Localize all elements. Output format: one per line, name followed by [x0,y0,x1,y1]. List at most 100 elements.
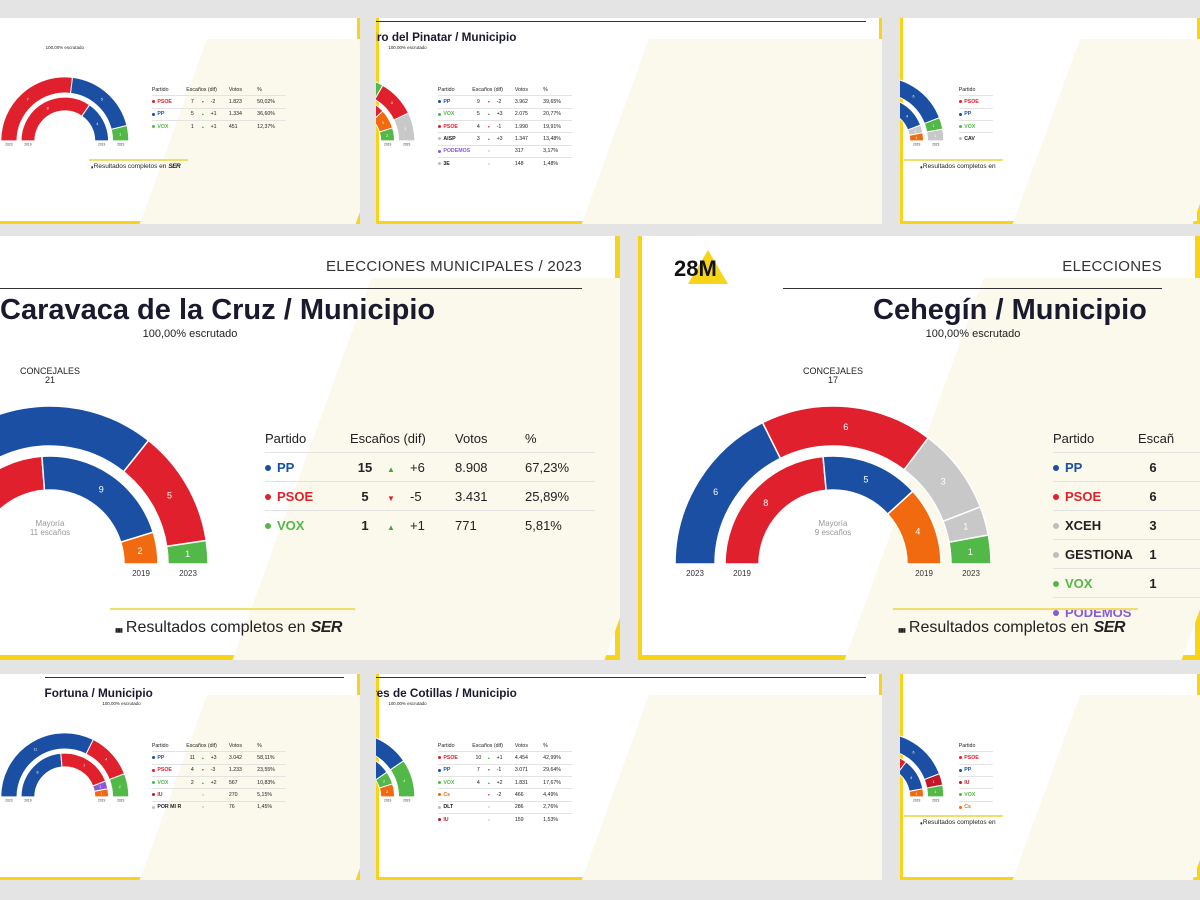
column-header-3: % [257,86,262,93]
seat-diff: -2 [210,99,216,106]
seats-value: 3 [476,136,480,143]
column-header-1: Escañ [1138,430,1175,446]
column-header-3: % [543,86,548,93]
seats-value: 9 [476,99,480,106]
votes-cell: 1.990 [514,120,544,133]
header-rule [376,21,866,22]
year-label-2019-right: 2019 [913,143,920,147]
table-header-row: Partido Escaños (dif) Votos% [438,740,572,752]
votes-cell: 8.908 [455,452,525,482]
majority-seats: 9 escaños [815,528,851,537]
party-name: PP [157,755,165,762]
seat-diff: +3 [496,136,503,143]
seat-diff-cell: +1 [496,751,515,765]
votes-value: 76 [228,804,235,811]
seats-cell: = [472,800,497,814]
up-arrow-icon: ▲ [387,522,395,532]
percent-cell: 10,83% [257,776,286,789]
votes-cell: 1.334 [228,107,258,121]
party-name: PSOE [1065,488,1102,504]
percent-value: 50,02% [257,99,275,106]
equal-icon: = [201,805,204,810]
party-dot [151,805,155,809]
seats-value: 5 [361,488,369,504]
party-row: PSOE 4 ▼ -3 1.233 23,55% [151,763,286,777]
seat-diff: +1 [496,755,503,762]
party-name: Cs [964,804,971,811]
seats-2023-seat-label: 1 [968,547,973,557]
councillors-total: 21 [45,375,55,385]
party-cell: VOX [151,120,187,133]
full-results-link[interactable]: ▮▮▮ Resultados completos en SER [115,619,342,637]
votes-cell: 148 [514,157,544,170]
votes-value: 317 [514,148,524,155]
column-header-0: Partido [958,742,976,749]
full-results-link[interactable]: ▮▮▮ Resultados completos en [920,819,995,826]
party-dot [958,124,962,128]
column-header-2: Votos [514,742,528,749]
majority-seats: 11 escaños [30,528,70,537]
party-dot [437,112,441,116]
party-dot [437,817,441,821]
percent-value: 2,76% [543,804,559,811]
year-label-2019-right: 2019 [98,799,105,803]
seats-cell: 4 ▲ [472,776,497,789]
year-label-2023-left: 2023 [5,799,12,803]
votes-cell: 3.431 [455,481,525,511]
seats-2019-segment-otros [119,531,159,565]
down-arrow-icon: ▼ [201,100,205,105]
percent-value: 20,77% [543,111,561,118]
percent-value: 4,49% [543,792,559,799]
seats-cell: 5 ▲ [472,107,497,121]
column-header-1: Escaños (dif) [472,86,503,93]
party-name: PP [443,767,451,774]
year-label-2023-right: 2023 [932,143,939,147]
up-arrow-icon: ▲ [387,464,395,474]
seats-cell: 3 [1138,510,1200,540]
hemicycle-chart: 7 5 1 9 4 2023 2019 2019 2023 [0,76,130,147]
full-results-link[interactable]: ▮▮▮ Resultados completos en SER [898,619,1125,637]
seats-2019-segment-cs [378,783,396,798]
percent-cell: 39,65% [543,95,572,109]
accent-bar-left [638,236,642,660]
party-cell: PSOE [151,763,187,777]
percent-value: 67,23% [525,459,570,475]
party-row: VOX 1 ▲ +1 771 5,81% [265,510,595,539]
party-name: VOX [443,779,455,786]
seats-2019-seat-label: 1 [915,136,917,140]
votes-value: 270 [228,792,238,799]
seats-2023-seat-label: 3 [941,476,946,486]
result-card-c5: ELECCIONES 28M Cehegín / Municipio 100,00% … [638,236,1200,660]
year-label-2023-right: 2023 [179,569,197,578]
party-dot [1053,494,1059,501]
percent-cell: 36,60% [257,107,286,121]
votes-cell: 466 [514,788,544,802]
party-row: PP 15 ▲ +6 8.908 67,23% [265,452,595,482]
seat-diff: +2 [210,779,217,786]
seat-diff-cell: -5 [410,481,455,511]
party-name: POR MI R [157,804,182,811]
seats-value: 4 [190,767,194,774]
year-label-2019-right: 2019 [913,799,920,803]
seats-cell: 1 [1138,568,1200,598]
party-name: AISP [443,136,456,143]
party-row: AISP 3 ▲ +3 1.347 13,48% [437,132,572,146]
percent-value: 5,81% [525,517,562,533]
column-header-3: % [257,742,262,749]
hemicycle-chart: 9611114112023201920192023Mayoría9 escaño… [900,79,945,147]
full-results-link[interactable]: ▮▮▮ Resultados completos en SER [91,163,181,171]
seats-value: 6 [1149,488,1157,504]
year-label-2023-right: 2023 [117,799,124,803]
party-row: PODEMOS = 317 3,17% [437,144,572,158]
party-row: IU = 270 5,15% [151,788,286,802]
full-results-text: Resultados completos en [93,163,167,171]
down-arrow-icon: ▼ [487,100,491,105]
scrutiny-subtitle: 100,00% escrutado [925,328,1021,340]
footer-rule [904,814,1004,817]
down-arrow-icon: ▼ [487,768,491,773]
party-cell: AISP [437,132,473,146]
party-dot [958,100,962,104]
votes-cell: 76 [228,800,258,814]
full-results-link[interactable]: ▮▮▮ Resultados completos en [920,163,995,170]
seats-2023-seat-label: 1 [934,790,936,794]
